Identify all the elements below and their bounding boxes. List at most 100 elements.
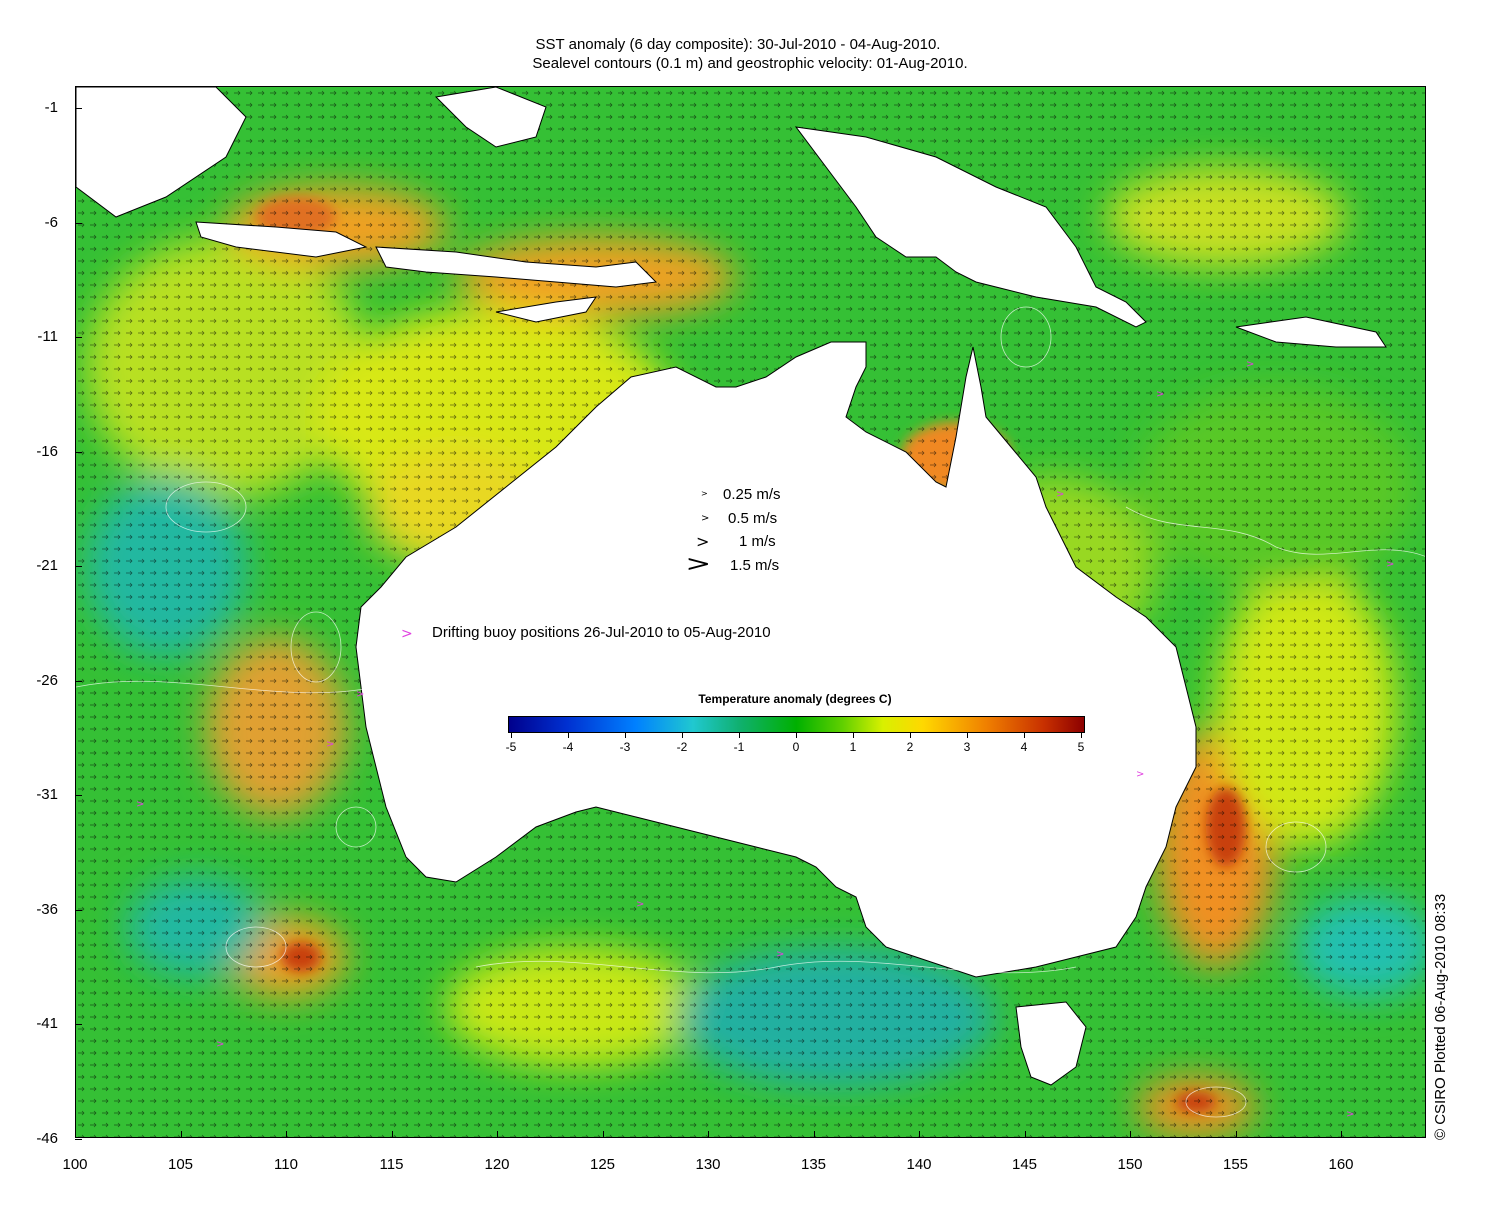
svg-text:>: > xyxy=(326,739,334,750)
colorbar-title: Temperature anomaly (degrees C) xyxy=(698,692,892,706)
svg-text:>: > xyxy=(136,799,144,810)
timor-island xyxy=(495,296,598,323)
velocity-label-2: 1 m/s xyxy=(739,533,776,550)
y-tick-label: -41 xyxy=(36,1015,58,1032)
arrow-1-icon: > xyxy=(696,532,710,551)
svg-text:>: > xyxy=(1156,389,1164,400)
x-tick-mark xyxy=(1341,1131,1342,1138)
svg-text:>: > xyxy=(1246,359,1254,370)
x-tick-label: 120 xyxy=(484,1156,510,1173)
x-tick-label: 160 xyxy=(1328,1156,1354,1173)
y-tick-mark xyxy=(75,1024,82,1025)
lesser-sunda-islands xyxy=(375,246,658,288)
svg-text:>: > xyxy=(356,689,364,700)
colorbar-tick-label: -2 xyxy=(676,740,688,754)
svg-text:>: > xyxy=(1056,489,1064,500)
colorbar-tick-label: -1 xyxy=(733,740,745,754)
y-tick-mark xyxy=(75,337,82,338)
y-tick-label: -46 xyxy=(36,1129,58,1147)
y-tick-mark xyxy=(75,1138,82,1140)
y-tick-label: -6 xyxy=(44,213,58,231)
colorbar-tick-mark xyxy=(568,733,569,738)
buoy-legend-label: Drifting buoy positions 26-Jul-2010 to 0… xyxy=(432,624,771,641)
colorbar-tick-label: 3 xyxy=(963,740,971,754)
australia-landmass xyxy=(355,341,1197,978)
y-tick-label: -21 xyxy=(36,557,58,574)
x-tick-label: 130 xyxy=(695,1156,721,1173)
x-tick-label: 115 xyxy=(379,1156,404,1173)
y-tick-label: -31 xyxy=(36,786,58,803)
x-tick-label: 105 xyxy=(167,1156,194,1173)
sulawesi-island xyxy=(434,87,547,148)
x-tick-mark xyxy=(286,1131,287,1138)
colorbar-tick-mark xyxy=(1081,733,1082,738)
svg-text:>: > xyxy=(1386,559,1394,570)
colorbar-tick-mark xyxy=(511,733,512,738)
y-tick-label: -1 xyxy=(44,99,58,116)
y-tick-label: -16 xyxy=(36,442,58,460)
y-tick-mark xyxy=(75,566,82,567)
x-tick-mark xyxy=(180,1131,182,1138)
arrow-0.5-icon: > xyxy=(701,513,710,524)
y-tick-label: -11 xyxy=(37,328,58,345)
arrow-1.5-icon: > xyxy=(685,552,712,577)
x-tick-mark xyxy=(919,1131,920,1138)
new-guinea-landmass xyxy=(794,126,1147,328)
x-tick-mark xyxy=(75,1131,76,1138)
svg-text:>: > xyxy=(636,899,644,910)
colorbar-tick-mark xyxy=(1024,733,1025,738)
colorbar-tick-label: -5 xyxy=(505,740,517,754)
velocity-label-0: 0.25 m/s xyxy=(723,486,781,503)
new-britain-island xyxy=(1235,316,1387,348)
title-line-2: Sealevel contours (0.1 m) and geostrophi… xyxy=(532,55,968,72)
x-tick-label: 135 xyxy=(800,1156,827,1173)
colorbar-tick-label: 4 xyxy=(1020,740,1028,754)
y-tick-mark xyxy=(75,909,82,911)
x-tick-label: 155 xyxy=(1222,1156,1249,1173)
colorbar-tick-label: 1 xyxy=(849,740,857,754)
x-tick-mark xyxy=(708,1131,709,1138)
x-tick-mark xyxy=(1024,1131,1026,1138)
land-masses xyxy=(76,87,1387,1086)
colorbar-tick-mark xyxy=(796,733,797,738)
colorbar-tick-label: 0 xyxy=(792,740,800,754)
buoy-marker-icon: > xyxy=(401,626,413,642)
y-tick-label: -26 xyxy=(36,671,58,689)
y-tick-mark xyxy=(75,222,82,224)
svg-text:>: > xyxy=(1136,769,1144,780)
colorbar-tick-mark xyxy=(910,733,911,738)
colorbar-tick-label: 2 xyxy=(906,740,914,754)
borneo-island xyxy=(76,87,247,218)
svg-text:>: > xyxy=(776,949,784,960)
x-tick-mark xyxy=(813,1131,815,1138)
map-frame[interactable]: > > > > > > > > > > > > xyxy=(75,86,1426,1138)
colorbar-tick-mark xyxy=(739,733,740,738)
sst-anomaly-map: >>> >>> >>> >>> xyxy=(76,87,1425,1137)
x-tick-label: 145 xyxy=(1011,1156,1038,1173)
y-tick-mark xyxy=(75,451,82,453)
title-line-1: SST anomaly (6 day composite): 30-Jul-20… xyxy=(535,36,941,53)
x-tick-label: 125 xyxy=(589,1156,616,1173)
colorbar-tick-mark xyxy=(682,733,683,738)
drifting-buoys: >>> >>> >>> >>> xyxy=(136,359,1394,1120)
colorbar-tick-mark xyxy=(967,733,968,738)
colorbar-tick-mark xyxy=(625,733,626,738)
colorbar-tick-label: -4 xyxy=(562,740,574,754)
svg-text:>: > xyxy=(1346,1109,1354,1120)
sealevel-contours xyxy=(76,306,1425,1118)
velocity-label-1: 0.5 m/s xyxy=(728,510,778,527)
x-tick-label: 110 xyxy=(274,1156,298,1173)
svg-text:>: > xyxy=(216,1039,224,1050)
java-landmass xyxy=(195,221,368,258)
colorbar xyxy=(508,716,1085,733)
credit-text: © CSIRO Plotted 06-Aug-2010 08:33 xyxy=(1432,893,1449,1140)
x-tick-label: 150 xyxy=(1117,1156,1143,1173)
x-tick-mark xyxy=(1235,1131,1237,1138)
y-tick-label: -36 xyxy=(36,900,58,918)
y-tick-mark xyxy=(75,680,82,682)
tasmania-landmass xyxy=(1015,1001,1087,1086)
y-tick-mark xyxy=(75,108,82,109)
colorbar-tick-label: -3 xyxy=(619,740,631,754)
x-tick-mark xyxy=(391,1131,393,1138)
colorbar-tick-mark xyxy=(853,733,854,738)
